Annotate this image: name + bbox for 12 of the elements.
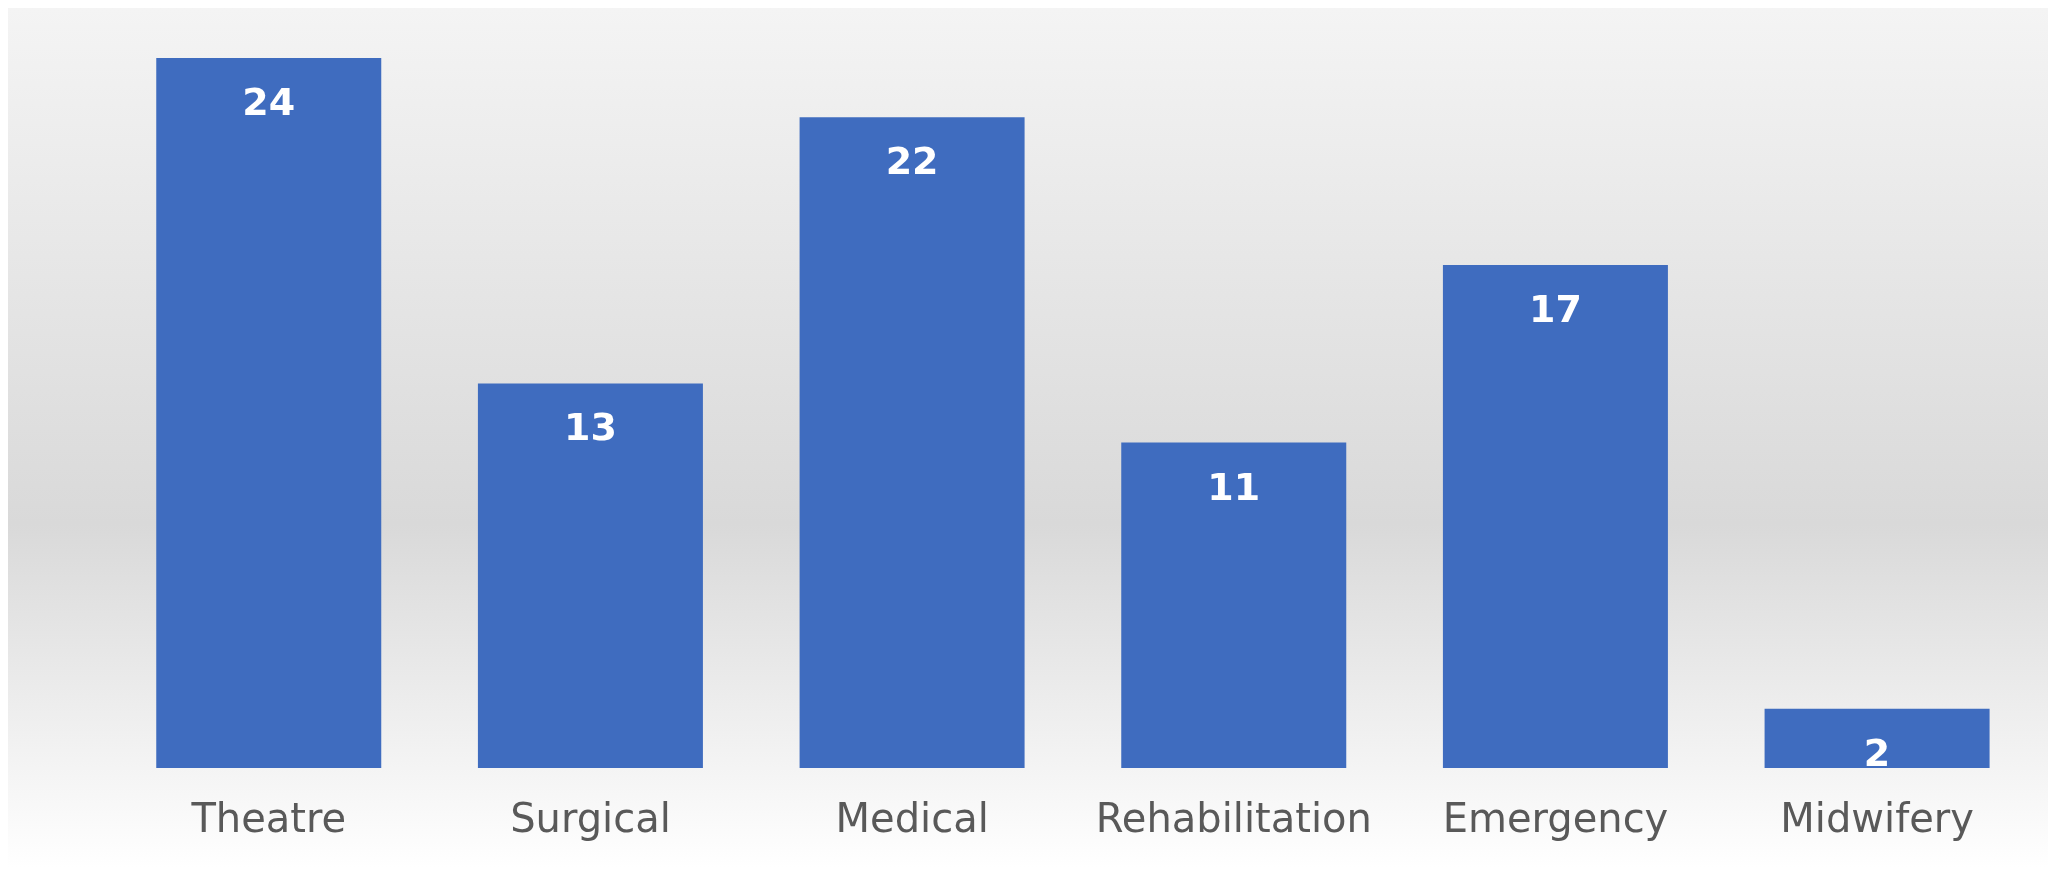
data-label: 22 (885, 139, 939, 184)
data-label: 13 (563, 405, 617, 450)
x-tick-label: Midwifery (1780, 795, 1974, 842)
x-tick-label: Rehabilitation (1095, 795, 1372, 842)
data-label: 17 (1528, 287, 1582, 332)
data-label: 2 (1863, 730, 1891, 775)
x-tick-label: Medical (835, 795, 989, 842)
data-label: 24 (242, 79, 296, 124)
x-tick-label: Emergency (1442, 795, 1669, 842)
x-tick-label: Theatre (190, 795, 347, 842)
x-tick-label: Surgical (510, 795, 671, 842)
data-label: 11 (1207, 464, 1261, 509)
